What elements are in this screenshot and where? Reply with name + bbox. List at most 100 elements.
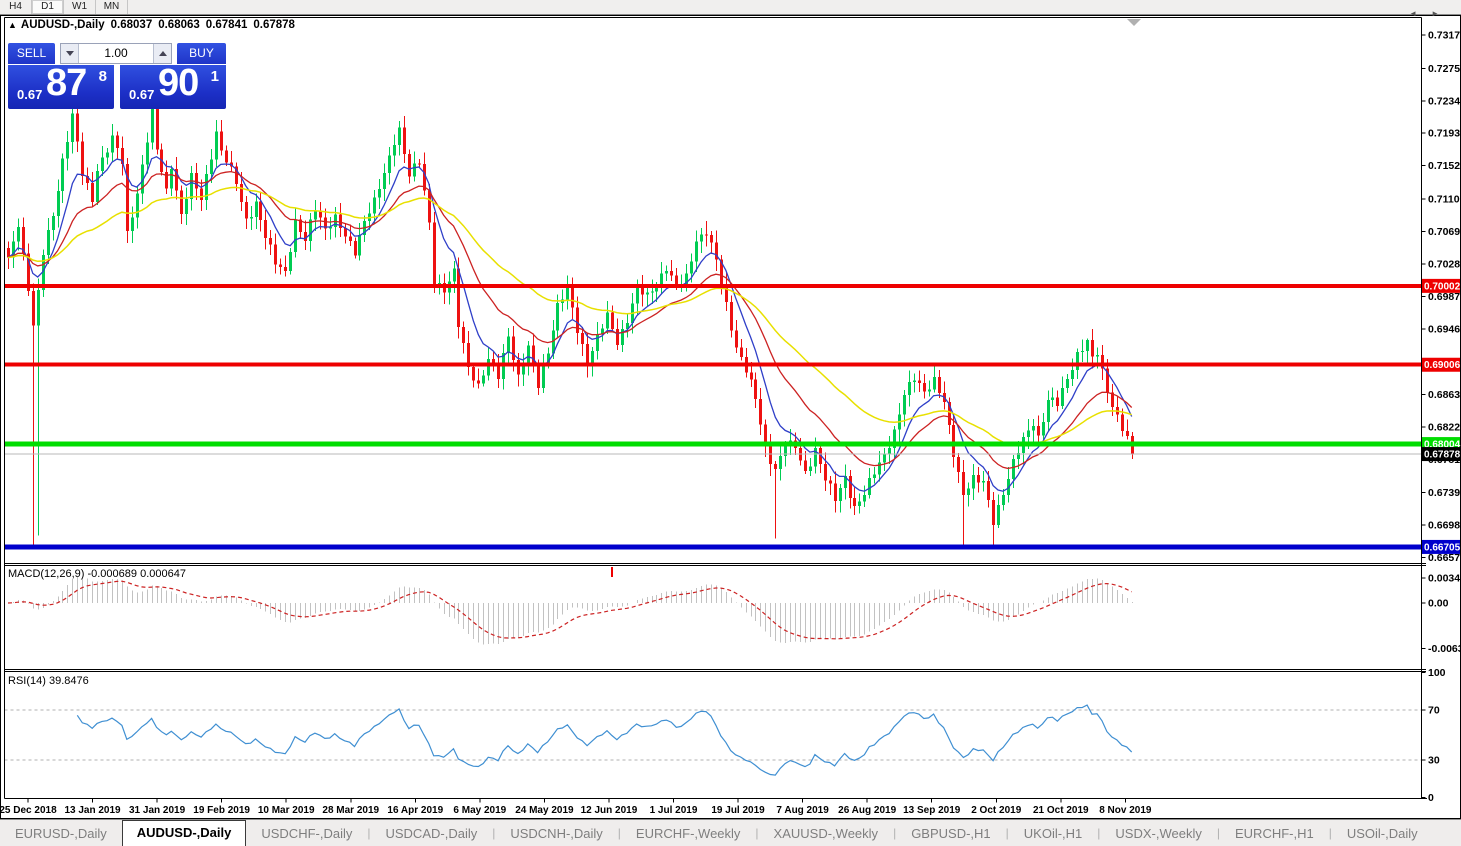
shift-marker-icon bbox=[1127, 19, 1141, 26]
volume-decrease-button[interactable] bbox=[61, 44, 79, 63]
date-label: 8 Nov 2019 bbox=[1099, 805, 1152, 816]
sell-price-prefix: 0.67 bbox=[17, 87, 43, 102]
chart-symbol: AUDUSD-,Daily bbox=[20, 19, 105, 31]
chart-tab-bar: EURUSD-,Daily AUDUSD-,Daily USDCHF-,Daily |… bbox=[0, 819, 1461, 846]
chart-tab-usdcnh-daily[interactable]: USDCNH-,Daily bbox=[510, 826, 603, 841]
ohlc-low: 0.67841 bbox=[205, 19, 248, 31]
price-badge-label: 0.69006 bbox=[1424, 360, 1461, 371]
price-badge-0_70002 bbox=[1422, 278, 1460, 293]
tab-separator: | bbox=[492, 826, 496, 840]
date-label: 19 Jul 2019 bbox=[711, 805, 765, 816]
buy-price-display[interactable]: 0.67 90 1 bbox=[120, 62, 226, 109]
volume-increase-button[interactable] bbox=[153, 44, 171, 63]
rsi-tick-label: 0 bbox=[1428, 792, 1434, 804]
chart-tab-usoil-daily[interactable]: USOil-,Daily bbox=[1346, 826, 1418, 841]
ohlc-close: 0.67878 bbox=[253, 19, 295, 31]
price-badge-label: 0.68004 bbox=[1424, 440, 1461, 451]
chart-tab-gbpusd-h1[interactable]: GBPUSD-,H1 bbox=[911, 826, 991, 841]
macd-tick-label: 0.00 bbox=[1428, 598, 1449, 610]
collapse-icon[interactable]: ▲ bbox=[8, 20, 17, 30]
rsi-tick-label: 30 bbox=[1428, 755, 1440, 767]
date-label: 6 May 2019 bbox=[453, 805, 506, 816]
date-label: 24 May 2019 bbox=[515, 805, 574, 816]
chart-tab-usdchf-daily[interactable]: USDCHF-,Daily bbox=[261, 826, 353, 841]
period-button-d1[interactable]: D1 bbox=[32, 0, 64, 14]
tab-separator: | bbox=[893, 826, 897, 840]
tab-separator: | bbox=[1005, 826, 1009, 840]
rsi-tick-label: 70 bbox=[1428, 705, 1440, 717]
period-button-w1[interactable]: W1 bbox=[64, 0, 96, 14]
price-badge-label: 0.66705 bbox=[1424, 542, 1461, 553]
tab-scroll-right-icon[interactable]: ► bbox=[1431, 9, 1453, 18]
chart-tab-usdcad-daily[interactable]: USDCAD-,Daily bbox=[385, 826, 478, 841]
volume-input[interactable]: 1.00 bbox=[79, 44, 153, 63]
price-badge-0_69006 bbox=[1422, 357, 1460, 372]
date-label: 19 Feb 2019 bbox=[193, 805, 250, 816]
tab-separator: | bbox=[617, 826, 621, 840]
date-label: 2 Oct 2019 bbox=[971, 805, 1021, 816]
buy-price-big: 90 bbox=[158, 62, 199, 104]
price-badge-label: 0.67878 bbox=[1424, 450, 1461, 461]
macd-tick-label: 0.00349 bbox=[1428, 573, 1461, 585]
period-toolbar: H4 D1 W1 MN bbox=[0, 0, 1461, 15]
moving-averages-layer bbox=[7, 155, 1133, 492]
chart-tab-eurchf-weekly[interactable]: EURCHF-,Weekly bbox=[635, 826, 741, 841]
macd-label: MACD(12,26,9) -0.000689 0.000647 bbox=[8, 568, 186, 580]
date-label: 13 Sep 2019 bbox=[903, 805, 961, 816]
tab-nav-arrows: ◄► bbox=[1409, 9, 1453, 18]
date-axis: 25 Dec 2018 13 Jan 2019 31 Jan 2019 19 Feb … bbox=[0, 798, 1152, 816]
tab-scroll-left-icon[interactable]: ◄ bbox=[1409, 9, 1432, 18]
chart-title: ▲ AUDUSD-,Daily 0.68037 0.68063 0.67841 0.678… bbox=[8, 19, 301, 31]
buy-button[interactable]: BUY bbox=[177, 43, 226, 64]
chart-tab-eurchf-h1[interactable]: EURCHF-,H1 bbox=[1235, 826, 1314, 841]
date-label: 16 Apr 2019 bbox=[387, 805, 443, 816]
chart-tab-audusd-daily[interactable]: AUDUSD-,Daily bbox=[121, 820, 247, 846]
date-label: 25 Dec 2018 bbox=[0, 805, 57, 816]
tab-separator: | bbox=[1097, 826, 1101, 840]
ma-line-8[interactable] bbox=[7, 155, 1133, 492]
rsi-tick-label: 100 bbox=[1428, 667, 1446, 679]
chart-tab-usdx-weekly[interactable]: USDX-,Weekly bbox=[1115, 826, 1202, 841]
tab-separator: | bbox=[367, 826, 371, 840]
sell-price-sup: 8 bbox=[98, 68, 107, 85]
tab-separator: | bbox=[755, 826, 759, 840]
date-label: 10 Mar 2019 bbox=[258, 805, 315, 816]
chart-tab-ukoil-h1[interactable]: UKOil-,H1 bbox=[1023, 826, 1083, 841]
buy-price-prefix: 0.67 bbox=[129, 87, 155, 102]
chart-tab-xauusd-weekly[interactable]: XAUUSD-,Weekly bbox=[773, 826, 879, 841]
buy-price-sup: 1 bbox=[210, 68, 219, 85]
date-label: 7 Aug 2019 bbox=[776, 805, 829, 816]
sell-price-big: 87 bbox=[46, 62, 87, 104]
date-label: 26 Aug 2019 bbox=[838, 805, 896, 816]
sell-price-display[interactable]: 0.67 87 8 bbox=[8, 62, 114, 109]
ma-line-20[interactable] bbox=[7, 170, 1133, 470]
date-label: 21 Oct 2019 bbox=[1033, 805, 1089, 816]
spinner-up-icon bbox=[158, 51, 167, 56]
macd-histogram bbox=[13, 576, 1133, 645]
volume-group: 1.00 bbox=[60, 43, 172, 64]
date-label: 12 Jun 2019 bbox=[581, 805, 638, 816]
period-button-h4[interactable]: H4 bbox=[0, 0, 32, 14]
ma-line-45[interactable] bbox=[7, 186, 1132, 446]
chart-background bbox=[0, 15, 1461, 819]
price-badge-label: 0.70002 bbox=[1424, 281, 1461, 292]
chart-tab-eurusd-daily[interactable]: EURUSD-,Daily bbox=[15, 826, 107, 841]
sell-button[interactable]: SELL bbox=[8, 43, 55, 64]
period-button-mn[interactable]: MN bbox=[96, 0, 128, 14]
